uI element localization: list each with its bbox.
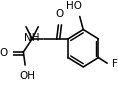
Text: NH: NH: [24, 33, 39, 43]
Text: O: O: [0, 48, 8, 58]
Text: O: O: [56, 9, 64, 19]
Text: OH: OH: [19, 71, 35, 81]
Text: HO: HO: [66, 1, 82, 11]
Text: F: F: [112, 59, 117, 69]
